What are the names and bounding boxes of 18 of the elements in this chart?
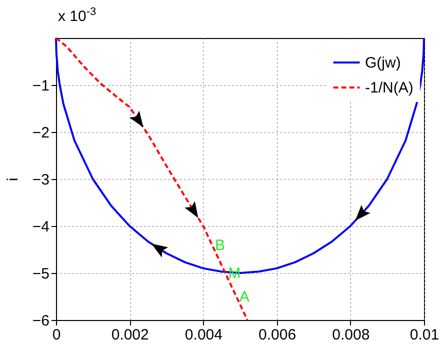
legend-label: G(jw) xyxy=(365,54,401,72)
x-tick-label: 0 xyxy=(52,326,61,344)
y-tick-label: −3 xyxy=(32,172,50,188)
legend-label: -1/N(A) xyxy=(365,80,414,96)
text: x 10$^{-3}$ xyxy=(58,6,96,25)
y-tick-label: −5 xyxy=(32,266,50,282)
x-tick-label: 0.008 xyxy=(332,326,370,344)
y-tick-label: −2 xyxy=(32,124,50,142)
x-tick-label: 0.01 xyxy=(410,326,440,344)
x-tick-label: 0.004 xyxy=(184,326,222,344)
y-tick-label: −6 xyxy=(32,312,50,330)
y-tick-label: −4 xyxy=(32,218,50,236)
x-tick-label: 0.006 xyxy=(258,326,296,344)
y-axis-title: i xyxy=(4,178,22,182)
x-tick-label: 0.002 xyxy=(111,326,149,344)
annotation: A xyxy=(239,288,250,306)
y-tick-label: −1 xyxy=(32,78,50,94)
annotation: B xyxy=(215,236,226,254)
